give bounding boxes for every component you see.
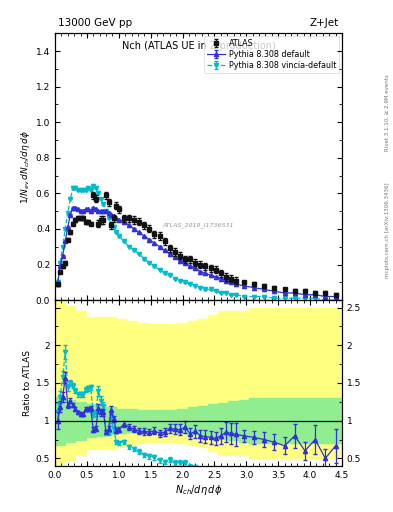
Y-axis label: $1/N_{ev}\,dN_{ch}/d\eta\,d\phi$: $1/N_{ev}\,dN_{ch}/d\eta\,d\phi$ bbox=[18, 130, 31, 204]
Legend: ATLAS, Pythia 8.308 default, Pythia 8.308 vincia-default: ATLAS, Pythia 8.308 default, Pythia 8.30… bbox=[204, 36, 340, 73]
Text: Z+Jet: Z+Jet bbox=[310, 18, 339, 28]
X-axis label: $N_{ch}/d\eta\,d\phi$: $N_{ch}/d\eta\,d\phi$ bbox=[175, 482, 222, 497]
Text: Nch (ATLAS UE in Z production): Nch (ATLAS UE in Z production) bbox=[121, 41, 275, 51]
Text: Rivet 3.1.10, ≥ 2.9M events: Rivet 3.1.10, ≥ 2.9M events bbox=[385, 74, 390, 151]
Text: mcplots.cern.ch [arXiv:1306.3436]: mcplots.cern.ch [arXiv:1306.3436] bbox=[385, 183, 390, 278]
Text: 13000 GeV pp: 13000 GeV pp bbox=[58, 18, 132, 28]
Y-axis label: Ratio to ATLAS: Ratio to ATLAS bbox=[23, 350, 31, 416]
Text: ATLAS_2019_I1736531: ATLAS_2019_I1736531 bbox=[163, 223, 234, 228]
